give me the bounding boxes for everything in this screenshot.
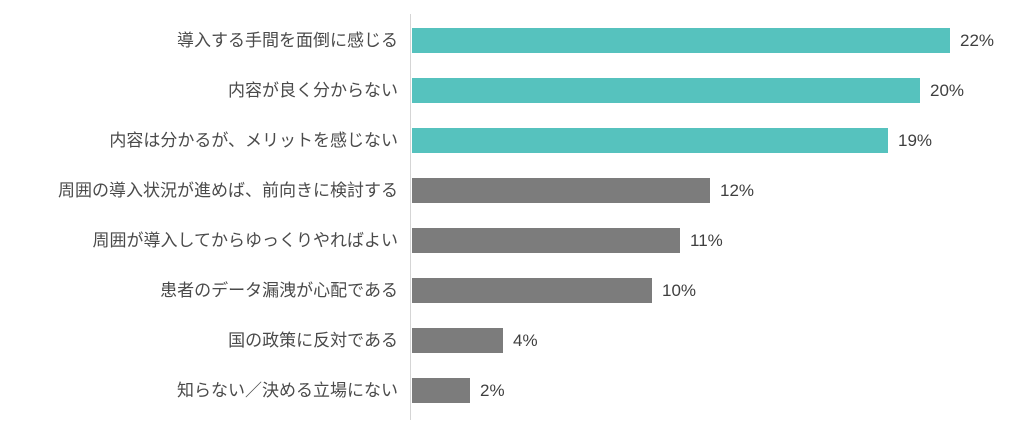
bar-and-value: 20% [412,78,964,103]
category-label: 周囲が導入してからゆっくりやればよい [92,231,399,250]
category-label: 国の政策に反対である [228,331,398,350]
bar-value-label: 2% [480,381,505,400]
bar-row: 知らない／決める立場にない 2% [0,378,1032,403]
bar-and-value: 4% [412,328,538,353]
bar-and-value: 19% [412,128,932,153]
bar-row: 周囲が導入してからゆっくりやればよい 11% [0,228,1032,253]
bar-value-label: 11% [690,231,723,250]
bar [412,328,503,353]
category-axis-line [410,14,411,420]
bar [412,178,710,203]
bar-and-value: 11% [412,228,723,253]
bar-value-label: 10% [662,281,697,300]
category-label: 周囲の導入状況が進めば、前向きに検討する [58,181,398,200]
bar [412,228,680,253]
bar-row: 周囲の導入状況が進めば、前向きに検討する 12% [0,178,1032,203]
category-label: 内容は分かるが、メリットを感じない [109,131,398,150]
bar [412,28,950,53]
bar-value-label: 22% [960,31,995,50]
bar [412,78,920,103]
bar-value-label: 19% [898,131,933,150]
category-label: 知らない／決める立場にない [177,381,398,400]
bar-value-label: 4% [513,331,538,350]
bar [412,278,652,303]
bar [412,128,888,153]
bar-row: 内容が良く分からない 20% [0,78,1032,103]
bar-row: 国の政策に反対である 4% [0,328,1032,353]
bar-and-value: 22% [412,28,994,53]
bar-row: 導入する手間を面倒に感じる 22% [0,28,1032,53]
bar-row: 患者のデータ漏洩が心配である 10% [0,278,1032,303]
bar-and-value: 10% [412,278,696,303]
category-label: 内容が良く分からない [228,81,398,100]
category-label: 患者のデータ漏洩が心配である [160,281,398,300]
bar [412,378,470,403]
bar-and-value: 2% [412,378,505,403]
bar-row: 内容は分かるが、メリットを感じない 19% [0,128,1032,153]
category-label: 導入する手間を面倒に感じる [177,31,398,50]
bar-value-label: 20% [930,81,965,100]
bar-and-value: 12% [412,178,754,203]
bar-value-label: 12% [720,181,755,200]
